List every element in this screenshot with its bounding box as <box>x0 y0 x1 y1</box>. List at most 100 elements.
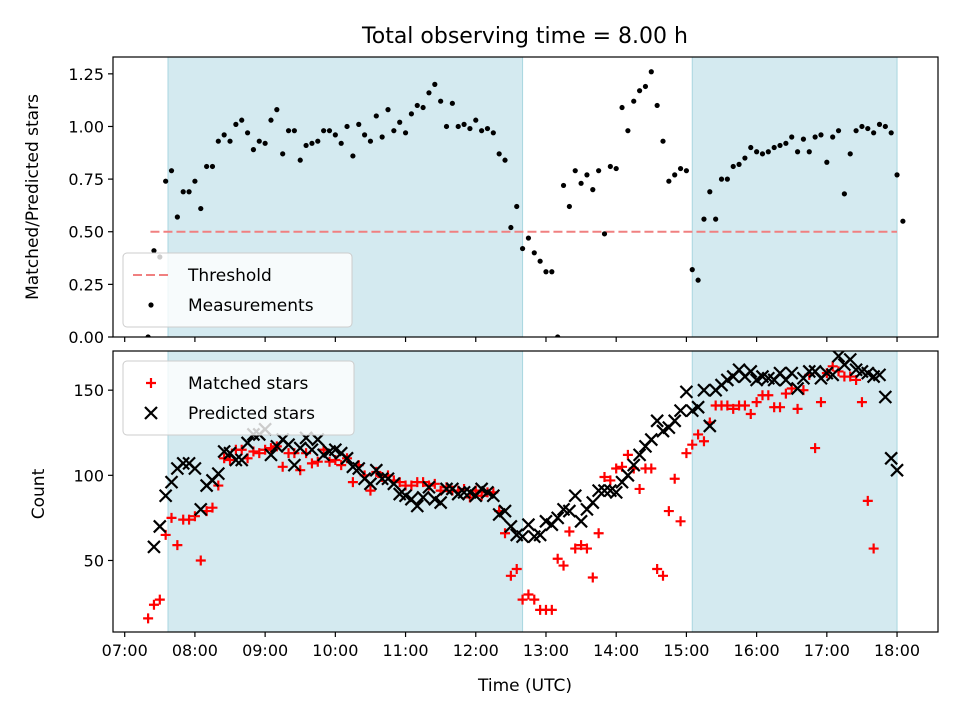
matched-star-point <box>792 403 803 414</box>
measurement-point <box>408 111 415 117</box>
matched-star-point <box>810 443 821 454</box>
measurement-point <box>835 128 842 134</box>
matched-star-point <box>306 458 317 469</box>
predicted-star-point <box>387 477 401 491</box>
matched-star-point <box>815 397 826 408</box>
measurement-point <box>713 216 719 222</box>
predicted-star-point <box>790 381 805 396</box>
measurement-point <box>578 180 584 186</box>
matched-star-point <box>500 528 511 539</box>
x-tick-label: 10:00 <box>312 641 358 660</box>
measurement-point <box>332 132 338 138</box>
top-y-axis-label: Matched/Predicted stars <box>23 94 43 300</box>
matched-star-point <box>622 449 633 460</box>
measurement-point <box>660 138 666 144</box>
predicted-star-point <box>890 463 904 477</box>
matched-star-point <box>184 514 195 525</box>
measurement-point <box>625 128 631 134</box>
predicted-star-point <box>831 351 846 363</box>
predicted-star-point <box>457 485 471 500</box>
predicted-star-point <box>229 453 243 467</box>
matched-star-point <box>365 485 376 496</box>
measurement-point <box>484 125 491 132</box>
measurement-point <box>227 138 233 144</box>
matched-star-point <box>371 466 382 477</box>
measurement-point <box>572 168 578 174</box>
predicted-star-point <box>825 368 840 382</box>
matched-star-point <box>576 540 587 551</box>
measurement-point <box>876 121 883 127</box>
measurement-point <box>163 178 169 184</box>
predicted-star-point <box>843 352 858 367</box>
predicted-star-point <box>621 468 635 483</box>
matched-star-point <box>669 473 680 484</box>
matched-star-point <box>564 526 575 537</box>
measurement-point <box>555 334 561 337</box>
matched-star-point <box>236 444 247 455</box>
measurement-point <box>631 98 637 104</box>
measurement-point <box>350 153 356 159</box>
predicted-star-point <box>498 504 512 518</box>
measurement-point <box>519 245 526 252</box>
measurement-point <box>303 142 309 149</box>
measurement-point <box>221 132 227 138</box>
measurement-point <box>736 161 742 167</box>
matched-star-point <box>207 502 218 513</box>
predicted-star-point <box>743 364 758 379</box>
y-tick-label: 100 <box>73 466 104 485</box>
matched-star-point <box>634 483 645 494</box>
predicted-star-point <box>673 403 688 418</box>
measurement-point <box>847 151 853 157</box>
measurement-point <box>326 128 333 134</box>
matched-star-point <box>646 463 657 474</box>
predicted-star-point <box>264 448 278 462</box>
measurement-point <box>800 136 807 142</box>
predicted-star-point <box>340 451 354 466</box>
matched-star-point <box>172 540 183 551</box>
measurement-point <box>461 121 467 127</box>
measurement-point <box>414 102 420 109</box>
predicted-star-point <box>281 437 296 452</box>
predicted-star-point <box>240 436 255 450</box>
measurement-point <box>818 132 824 138</box>
measurement-point <box>806 149 812 155</box>
axes-frame <box>112 56 939 338</box>
measurement-point <box>192 178 198 184</box>
measurement-point <box>443 123 450 130</box>
measurement-point <box>560 182 567 189</box>
matched-star-point <box>763 390 774 401</box>
matched-star-point <box>254 448 265 459</box>
measurement-point <box>168 168 175 174</box>
matched-star-point <box>739 400 750 411</box>
measurement-point <box>449 100 455 106</box>
measurement-point <box>402 130 409 136</box>
measurement-point <box>672 172 678 178</box>
predicted-star-point <box>586 495 600 510</box>
measurement-point <box>250 147 257 153</box>
measurement-point <box>397 119 403 125</box>
measurement-point <box>525 235 532 241</box>
measurement-point <box>865 125 871 132</box>
predicted-star-point <box>351 461 366 476</box>
matched-star-point <box>587 572 598 583</box>
predicted-star-point <box>375 471 389 486</box>
bottom-y-axis-label: Count <box>29 468 49 519</box>
measurement-point <box>174 214 180 220</box>
x-tick-label: 11:00 <box>382 641 428 660</box>
top-panel: 0.00 0.25 0.50 0.75 1.00 1.25 Threshold Measure… <box>68 56 939 347</box>
legend-box <box>122 360 355 436</box>
measurement-point <box>888 130 894 136</box>
predicted-star-point <box>147 540 161 554</box>
x-tick-label: 18:00 <box>874 641 920 660</box>
measurement-point <box>285 128 292 134</box>
matched-star-point <box>546 604 557 615</box>
predicted-star-point <box>293 441 308 455</box>
measurement-point <box>215 138 221 144</box>
measurement-point <box>689 267 695 273</box>
predicted-star-point <box>521 517 536 532</box>
predicted-star-point <box>287 458 302 472</box>
x-tick-label: 16:00 <box>734 641 780 660</box>
predicted-star-point <box>188 461 202 476</box>
matched-star-point <box>593 528 604 539</box>
measurement-point <box>794 149 801 155</box>
